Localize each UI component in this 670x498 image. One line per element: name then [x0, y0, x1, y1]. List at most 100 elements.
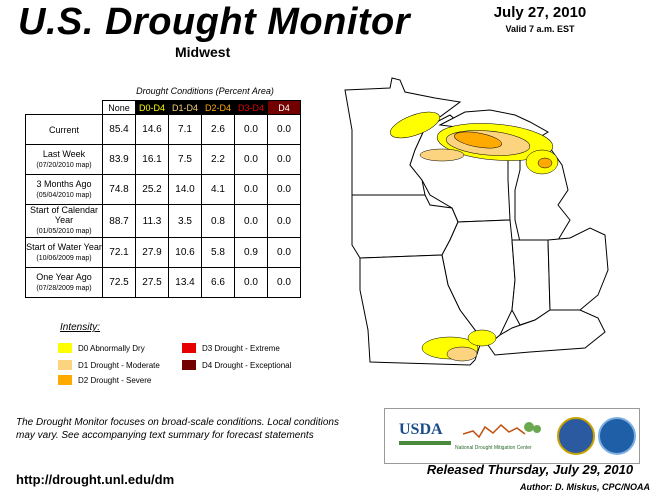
legend-item-d2: D2 Drought - Severe	[58, 375, 151, 385]
release-date: Released Thursday, July 29, 2010	[426, 462, 634, 477]
legend-swatch	[58, 375, 72, 385]
col-header-d2-d4: D2-D4	[201, 100, 235, 115]
usda-logo-bar	[399, 441, 451, 445]
row-label-text: 3 Months Ago	[36, 178, 92, 189]
table-row: Start of Calendar Year (01/05/2010 map) 8…	[25, 204, 301, 238]
state-indiana	[511, 239, 551, 326]
drought-conditions-table: None D0-D4 D1-D4 D2-D4 D3-D4 D4 Current …	[25, 100, 301, 298]
row-label-text: Current	[48, 124, 79, 135]
table-cell: 11.3	[135, 204, 169, 238]
row-label-text: Start of Calendar Year	[29, 205, 99, 225]
col-header-none: None	[102, 100, 136, 115]
table-cell: 0.0	[234, 114, 268, 145]
legend-label: D1 Drought - Moderate	[78, 360, 160, 370]
legend-item-d0: D0 Abnormally Dry	[58, 343, 145, 353]
table-cell: 0.0	[234, 144, 268, 175]
drought-area-d2	[454, 131, 502, 149]
table-cell: 72.1	[102, 237, 136, 268]
legend-label: D2 Drought - Severe	[78, 375, 152, 385]
row-label-date: (05/04/2010 map)	[36, 191, 92, 199]
table-cell: 83.9	[102, 144, 136, 175]
table-cell: 25.2	[135, 174, 169, 205]
table-cell: 0.8	[201, 204, 235, 238]
table-cell: 14.6	[135, 114, 169, 145]
table-cell: 0.0	[267, 174, 301, 205]
table-row: Last Week (07/20/2010 map) 83.9 16.1 7.5 …	[25, 144, 301, 175]
table-cell: 7.1	[168, 114, 202, 145]
table-row: Current 85.4 14.6 7.1 2.6 0.0 0.0	[25, 114, 301, 145]
legend-swatch	[182, 360, 196, 370]
table-header-row: None D0-D4 D1-D4 D2-D4 D3-D4 D4	[26, 100, 301, 115]
row-label-date: (10/06/2009 map)	[36, 254, 92, 262]
drought-area-d2	[537, 157, 553, 169]
col-header-d4: D4	[267, 100, 301, 115]
drought-area-d1	[419, 148, 465, 162]
table-cell: 2.6	[201, 114, 235, 145]
row-label-text: One Year Ago	[36, 271, 92, 282]
table-cell: 0.0	[267, 237, 301, 268]
legend-item-d3: D3 Drought - Extreme	[182, 343, 280, 353]
table-cell: 0.0	[234, 174, 268, 205]
table-cell: 0.0	[234, 267, 268, 298]
table-cell: 16.1	[135, 144, 169, 175]
table-row: Start of Water Year (10/06/2009 map) 72.1…	[25, 237, 301, 268]
table-row: 3 Months Ago (05/04/2010 map) 74.8 25.2 1…	[25, 174, 301, 205]
row-label: Last Week (07/20/2010 map)	[25, 144, 103, 175]
region-name: Midwest	[175, 44, 231, 60]
row-label-date: (07/28/2009 map)	[36, 284, 92, 292]
table-cell: 0.0	[267, 204, 301, 238]
author-credit: Author: D. Miskus, CPC/NOAA	[519, 482, 650, 492]
drought-area-d0	[390, 111, 440, 139]
table-cell: 2.2	[201, 144, 235, 175]
table-cell: 0.0	[267, 144, 301, 175]
col-header-d1-d4: D1-D4	[168, 100, 202, 115]
row-label: Current	[25, 114, 103, 145]
table-caption: Drought Conditions (Percent Area)	[136, 86, 274, 96]
row-label-text: Last Week	[42, 148, 86, 159]
noaa-logo-icon	[598, 417, 636, 455]
legend-item-d1: D1 Drought - Moderate	[58, 360, 160, 370]
state-iowa	[351, 194, 459, 259]
agency-logos: USDA National Drought Mitigation Center	[384, 408, 640, 464]
row-label-date: (01/05/2010 map)	[36, 228, 92, 235]
map-date: July 27, 2010	[493, 4, 587, 21]
table-cell: 4.1	[201, 174, 235, 205]
table-cell: 27.9	[135, 237, 169, 268]
row-label-date: (07/20/2010 map)	[36, 161, 92, 169]
legend-label: D4 Drought - Exceptional	[202, 360, 292, 370]
usda-logo: USDA	[399, 421, 443, 438]
table-cell: 13.4	[168, 267, 202, 298]
midwest-drought-map	[344, 77, 609, 366]
row-label: Start of Calendar Year (01/05/2010 map)	[25, 204, 103, 238]
legend-title: Intensity:	[60, 322, 101, 333]
row-label: Start of Water Year (10/06/2009 map)	[25, 237, 103, 268]
legend-label: D0 Abnormally Dry	[78, 343, 145, 353]
table-cell: 0.0	[267, 114, 301, 145]
valid-time: Valid 7 a.m. EST	[505, 24, 575, 34]
table-cell: 5.8	[201, 237, 235, 268]
table-row: One Year Ago (07/28/2009 map) 72.5 27.5 1…	[25, 267, 301, 298]
table-cell: 14.0	[168, 174, 202, 205]
col-header-d3-d4: D3-D4	[234, 100, 268, 115]
row-label-text: Start of Water Year	[26, 241, 102, 252]
legend-item-d4: D4 Drought - Exceptional	[182, 360, 291, 370]
legend-label: D3 Drought - Extreme	[202, 343, 280, 353]
website-link[interactable]: http://drought.unl.edu/dm	[16, 472, 175, 487]
table-cell: 6.6	[201, 267, 235, 298]
table-cell: 3.5	[168, 204, 202, 238]
table-cell: 72.5	[102, 267, 136, 298]
table-cell: 0.0	[267, 267, 301, 298]
row-label: One Year Ago (07/28/2009 map)	[25, 267, 103, 298]
col-header-d0-d4: D0-D4	[135, 100, 169, 115]
table-cell: 74.8	[102, 174, 136, 205]
legend-swatch	[58, 343, 72, 353]
ndmc-logo: National Drought Mitigation Center	[455, 445, 532, 451]
drought-area-d1	[446, 346, 478, 362]
table-cell: 85.4	[102, 114, 136, 145]
drought-area-d0	[467, 329, 497, 347]
table-cell: 0.0	[234, 204, 268, 238]
row-label: 3 Months Ago (05/04/2010 map)	[25, 174, 103, 205]
ndmc-graph-icon	[463, 422, 541, 439]
state-ohio	[547, 227, 609, 311]
legend-swatch	[182, 343, 196, 353]
